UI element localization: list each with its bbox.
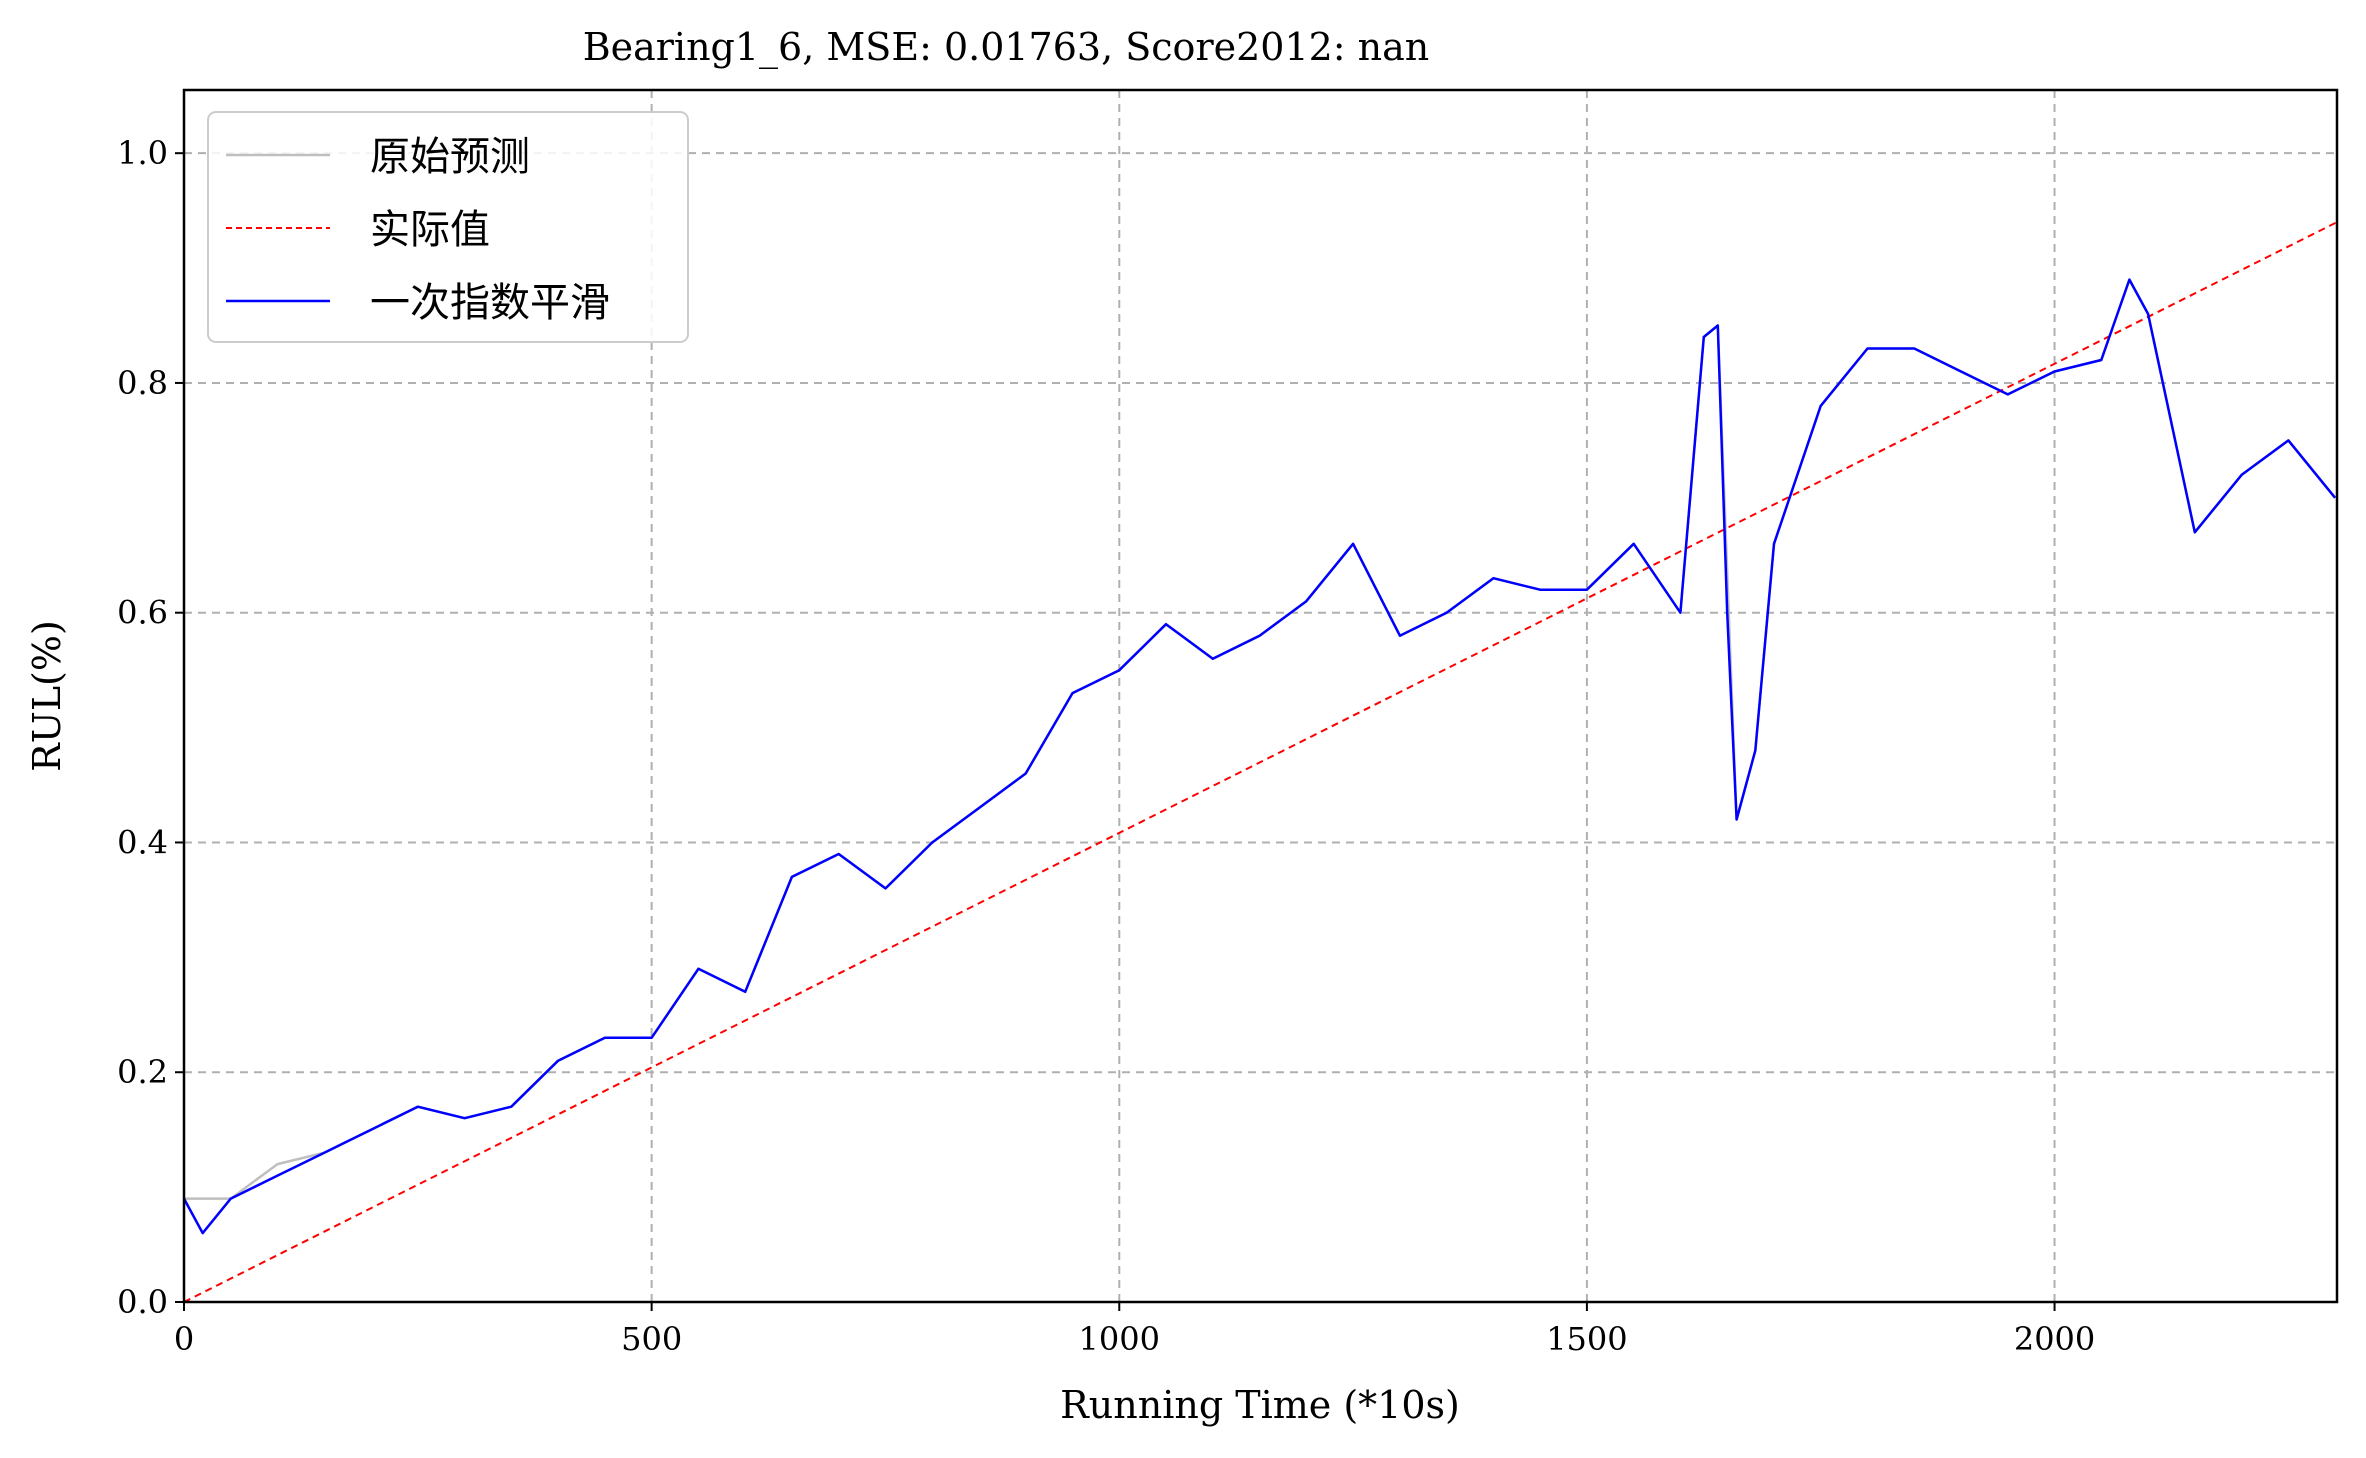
legend-label-raw: 原始预测 — [370, 134, 530, 180]
y-tick-label: 0.2 — [117, 1053, 168, 1091]
y-tick-label: 0.4 — [117, 823, 168, 861]
plot-area-frame — [182, 88, 2339, 1304]
chart-title: Bearing1_6, MSE: 0.01763, Score2012: nan — [583, 25, 1430, 70]
y-axis-title: RUL(%) — [25, 620, 69, 772]
y-tick-label: 1.0 — [117, 134, 168, 172]
y-tick-label: 0.6 — [117, 594, 168, 632]
x-tick-label: 1000 — [1079, 1320, 1160, 1358]
legend: 原始预测 实际值 一次指数平滑 — [207, 111, 689, 343]
x-axis-ticks: 0 500 1000 1500 2000 — [174, 1302, 2095, 1358]
x-axis-title: Running Time (*10s) — [1060, 1383, 1460, 1427]
smoothed-prediction-line — [182, 278, 2337, 1235]
grid-lines — [184, 90, 2337, 1302]
x-tick-label: 500 — [621, 1320, 682, 1358]
y-axis-ticks: 0.0 0.2 0.4 0.6 0.8 1.0 — [117, 134, 184, 1321]
raw-prediction-line — [184, 278, 2337, 1200]
x-tick-label: 0 — [174, 1320, 194, 1358]
x-tick-label: 1500 — [1546, 1320, 1627, 1358]
y-tick-label: 0.8 — [117, 364, 168, 402]
actual-rul-line — [183, 221, 2338, 1303]
legend-label-smoothed: 一次指数平滑 — [370, 280, 610, 326]
legend-box — [207, 111, 689, 343]
y-tick-label: 0.0 — [117, 1283, 168, 1321]
legend-label-actual: 实际值 — [370, 207, 490, 253]
series-layer — [182, 221, 2338, 1303]
x-tick-label: 2000 — [2014, 1320, 2095, 1358]
